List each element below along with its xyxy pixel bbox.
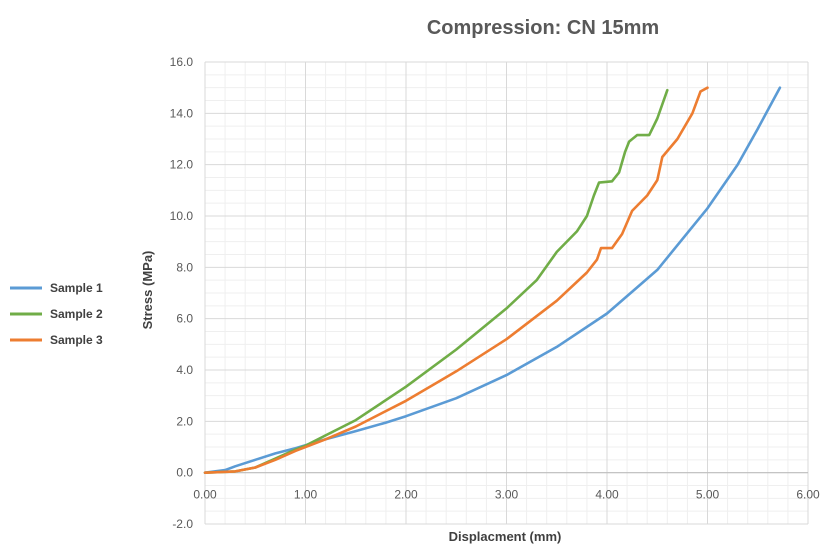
x-tick-label: 3.00 — [495, 488, 519, 502]
x-axis-ticks: 0.00 1.00 2.00 3.00 4.00 5.00 6.00 — [193, 488, 820, 502]
y-tick-label: -2.0 — [172, 517, 193, 531]
x-tick-label: 0.00 — [193, 488, 217, 502]
grid — [204, 61, 809, 525]
y-tick-label: 6.0 — [176, 312, 193, 326]
x-axis-label: Displacment (mm) — [449, 529, 562, 544]
y-tick-label: 16.0 — [170, 55, 194, 69]
chart-title: Compression: CN 15mm — [427, 17, 659, 39]
y-tick-label: 8.0 — [176, 260, 193, 274]
x-tick-label: 4.00 — [595, 488, 619, 502]
series-lines — [203, 86, 782, 474]
y-axis-ticks: -2.0 0.0 2.0 4.0 6.0 8.0 10.0 12.0 14.0 16.0 — [170, 55, 194, 531]
series-line-sample-1 — [203, 86, 782, 474]
y-tick-label: 2.0 — [176, 414, 193, 428]
y-tick-label: 4.0 — [176, 363, 193, 377]
y-tick-label: 10.0 — [170, 209, 194, 223]
series-line-sample-3 — [203, 86, 709, 474]
series-line-sample-2 — [203, 88, 669, 474]
x-tick-label: 1.00 — [294, 488, 318, 502]
legend-label: Sample 2 — [50, 307, 103, 321]
x-tick-label: 2.00 — [394, 488, 418, 502]
legend-label: Sample 1 — [50, 281, 103, 295]
legend-label: Sample 3 — [50, 333, 103, 347]
legend: Sample 1 Sample 2 Sample 3 — [10, 281, 103, 347]
y-tick-label: 14.0 — [170, 106, 194, 120]
y-axis-label: Stress (MPa) — [140, 251, 155, 330]
x-tick-label: 5.00 — [696, 488, 720, 502]
y-tick-label: 0.0 — [176, 466, 193, 480]
x-tick-label: 6.00 — [796, 488, 820, 502]
y-tick-label: 12.0 — [170, 158, 194, 172]
